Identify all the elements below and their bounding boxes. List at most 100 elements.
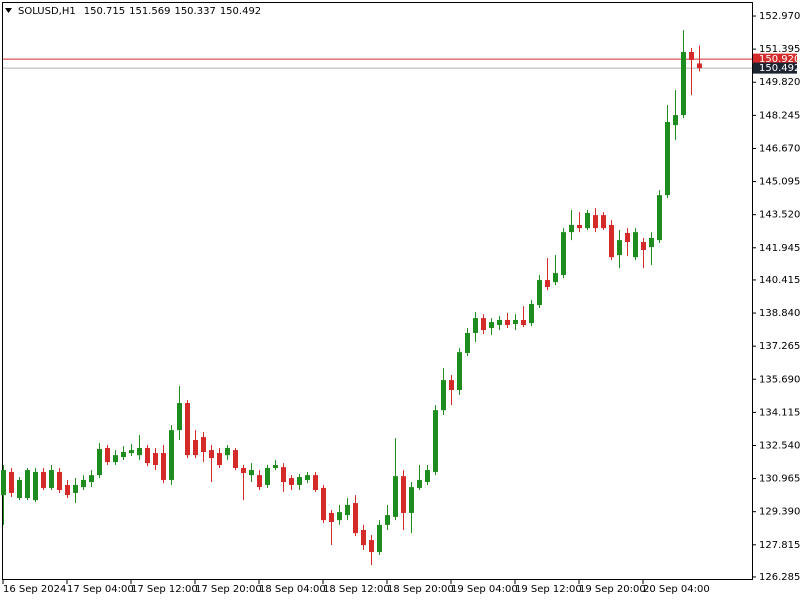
x-tick-label: 20 Sep 04:00 xyxy=(643,584,710,595)
candle-body xyxy=(361,529,366,546)
header-value: 150.715 xyxy=(84,6,125,17)
candle-body xyxy=(49,470,54,488)
candle-body xyxy=(305,475,310,480)
candle-body xyxy=(585,212,590,229)
candle-body xyxy=(265,467,270,485)
candle-body xyxy=(681,51,686,116)
candle-body xyxy=(393,476,398,517)
candle-body xyxy=(617,240,622,256)
candle-body xyxy=(497,319,502,326)
candle-body xyxy=(201,437,206,452)
price-label: 150.492 xyxy=(759,63,800,74)
candle-body xyxy=(649,238,654,248)
candle-body xyxy=(345,504,350,516)
candle-body xyxy=(81,479,86,488)
y-tick-label: 135.690 xyxy=(759,374,800,385)
candle-body xyxy=(9,471,14,493)
candle-body xyxy=(473,318,478,334)
candle-body xyxy=(449,380,454,390)
header-value: 151.569 xyxy=(129,6,170,17)
candle-body xyxy=(425,470,430,483)
candle-body xyxy=(153,453,158,466)
price-label-box xyxy=(753,53,797,65)
y-tick-label: 129.390 xyxy=(759,507,800,518)
y-tick-label: 134.115 xyxy=(759,407,800,418)
candle-body xyxy=(281,467,286,483)
candle-body xyxy=(273,465,278,468)
y-tick-label: 151.395 xyxy=(759,44,800,55)
y-tick-label: 141.945 xyxy=(759,243,800,254)
candle-body xyxy=(121,451,126,458)
y-tick-label: 127.815 xyxy=(759,540,800,551)
candle-body xyxy=(489,322,494,328)
y-tick-label: 140.415 xyxy=(759,275,800,286)
candle-body xyxy=(689,51,694,60)
plot-frame xyxy=(2,2,753,580)
candle-body xyxy=(257,475,262,488)
chart-title: SOLUSD,H1 xyxy=(18,6,76,17)
candle-body xyxy=(137,447,142,456)
candle-body xyxy=(41,471,46,488)
candle-body xyxy=(33,471,38,501)
candle-body xyxy=(577,224,582,229)
candle-body xyxy=(529,304,534,324)
candle-body xyxy=(465,333,470,353)
candle-body xyxy=(57,471,62,491)
y-tick-label: 130.965 xyxy=(759,474,800,485)
candle-body xyxy=(433,410,438,472)
candle-body xyxy=(105,447,110,463)
x-tick-label: 19 Sep 20:00 xyxy=(579,584,646,595)
candle-body xyxy=(369,540,374,553)
candle-body xyxy=(73,484,78,493)
candle-body xyxy=(193,440,198,456)
y-tick-label: 126.285 xyxy=(759,572,800,583)
candle-body xyxy=(633,232,638,258)
candle-body xyxy=(481,318,486,331)
candle-body xyxy=(697,63,702,69)
candle-body xyxy=(561,232,566,275)
candle-body xyxy=(337,512,342,521)
candle-body xyxy=(289,478,294,485)
candle-body xyxy=(129,450,134,454)
menu-arrow[interactable] xyxy=(5,8,12,13)
candle-body xyxy=(17,479,22,499)
candle-body xyxy=(145,447,150,464)
candle-body xyxy=(569,224,574,233)
candle-body xyxy=(401,476,406,513)
candle-body xyxy=(25,470,30,499)
candle-body xyxy=(161,453,166,480)
candle-body xyxy=(609,224,614,258)
candle-body xyxy=(409,487,414,513)
y-tick-label: 132.540 xyxy=(759,440,800,451)
y-tick-label: 152.970 xyxy=(759,11,800,22)
candle-body xyxy=(329,512,334,522)
candle-body xyxy=(241,467,246,474)
candle-body xyxy=(313,475,318,491)
y-tick-label: 146.670 xyxy=(759,143,800,154)
candle-body xyxy=(457,352,462,390)
candle-body xyxy=(545,280,550,287)
candle-body xyxy=(601,215,606,229)
candle-body xyxy=(65,484,70,496)
candle-body xyxy=(513,319,518,324)
y-tick-label: 137.265 xyxy=(759,341,800,352)
candle-body xyxy=(657,195,662,241)
x-tick-label: 19 Sep 04:00 xyxy=(451,584,518,595)
candle-body xyxy=(641,241,646,250)
candle-body xyxy=(673,115,678,126)
candle-body xyxy=(233,450,238,468)
candle-body xyxy=(225,447,230,456)
price-label-box xyxy=(753,62,797,74)
candle-body xyxy=(441,380,446,411)
candle-body xyxy=(217,453,222,466)
y-tick-label: 148.245 xyxy=(759,110,800,121)
candle-body xyxy=(1,470,6,496)
x-tick-label: 17 Sep 20:00 xyxy=(195,584,262,595)
candle-body xyxy=(185,403,190,456)
candle-body xyxy=(553,273,558,283)
candle-body xyxy=(113,455,118,463)
candle-body xyxy=(505,319,510,326)
y-tick-label: 145.095 xyxy=(759,177,800,188)
